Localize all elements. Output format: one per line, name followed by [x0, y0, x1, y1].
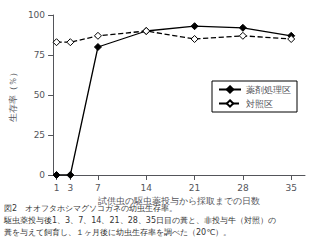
svg-text:75: 75: [34, 50, 45, 60]
svg-text:50: 50: [34, 90, 46, 100]
svg-text:28: 28: [237, 183, 249, 193]
svg-text:100: 100: [28, 10, 45, 20]
svg-text:7: 7: [95, 183, 101, 193]
svg-text:25: 25: [34, 130, 45, 140]
svg-text:0: 0: [39, 170, 45, 180]
svg-text:対照区: 対照区: [246, 99, 273, 109]
svg-text:21: 21: [189, 183, 200, 193]
svg-text:35: 35: [285, 183, 296, 193]
svg-text:14: 14: [141, 183, 153, 193]
svg-text:駆虫薬投与後1、3、7、14、21、28、35日目の糞と、非: 駆虫薬投与後1、3、7、14、21、28、35日目の糞と、非投与牛（対照）の: [3, 216, 276, 225]
svg-text:薬剤処理区: 薬剤処理区: [246, 85, 291, 95]
svg-text:試供虫の駆虫薬投与から採取までの日数: 試供虫の駆虫薬投与から採取までの日数: [98, 196, 260, 206]
svg-text:3: 3: [67, 183, 73, 193]
svg-text:糞を与えて飼育し、１ヶ月後に幼虫生存率を調べた（20℃）。: 糞を与えて飼育し、１ヶ月後に幼虫生存率を調べた（20℃）。: [4, 228, 231, 237]
svg-text:生存率（％）: 生存率（％）: [8, 68, 18, 122]
svg-text:1: 1: [54, 183, 60, 193]
svg-text:図2 オオフタホシマグソコガネの幼虫生存率。: 図2 オオフタホシマグソコガネの幼虫生存率。: [4, 203, 178, 213]
